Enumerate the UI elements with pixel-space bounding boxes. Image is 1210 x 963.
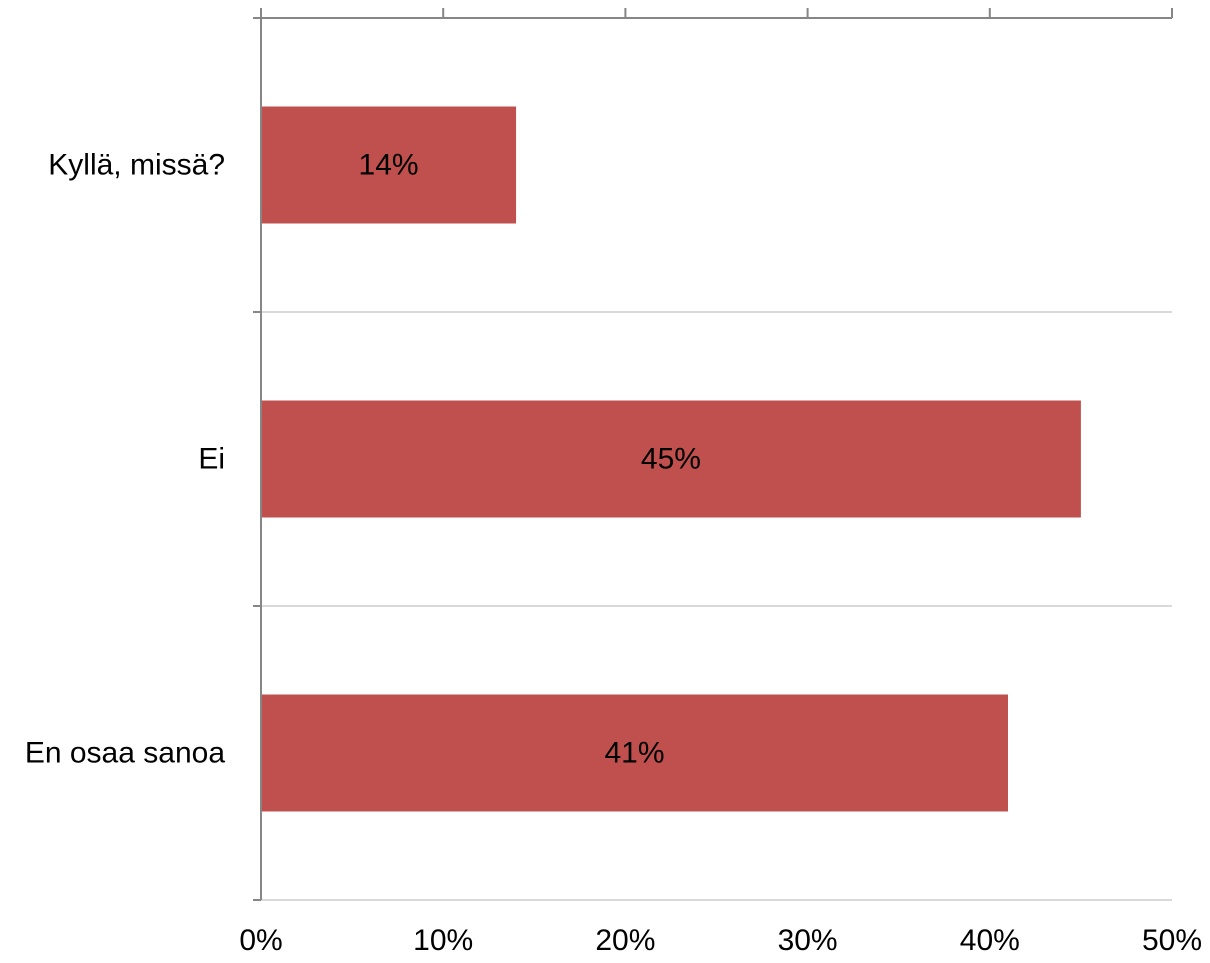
bar <box>262 694 1009 812</box>
x-tick-label: 30% <box>778 924 838 957</box>
bar-data-label: 14% <box>359 149 419 182</box>
x-tick-label: 40% <box>960 924 1020 957</box>
category-label: En osaa sanoa <box>25 737 225 770</box>
category-label: Ei <box>198 443 225 476</box>
category-label: Kyllä, missä? <box>48 149 225 182</box>
bar <box>262 400 1081 518</box>
bar <box>262 106 517 224</box>
bar-data-label: 45% <box>641 443 701 476</box>
x-tick-label: 50% <box>1142 924 1202 957</box>
bars <box>262 106 1081 812</box>
labels: 14% Kyllä, missä? 45% Ei 41% En osaa sanoa 0% 1… <box>25 149 1202 958</box>
bar-data-label: 41% <box>604 737 664 770</box>
x-tick-label: 10% <box>413 924 473 957</box>
axes <box>253 8 1173 901</box>
x-tick-label: 0% <box>239 924 282 957</box>
x-tick-label: 20% <box>595 924 655 957</box>
